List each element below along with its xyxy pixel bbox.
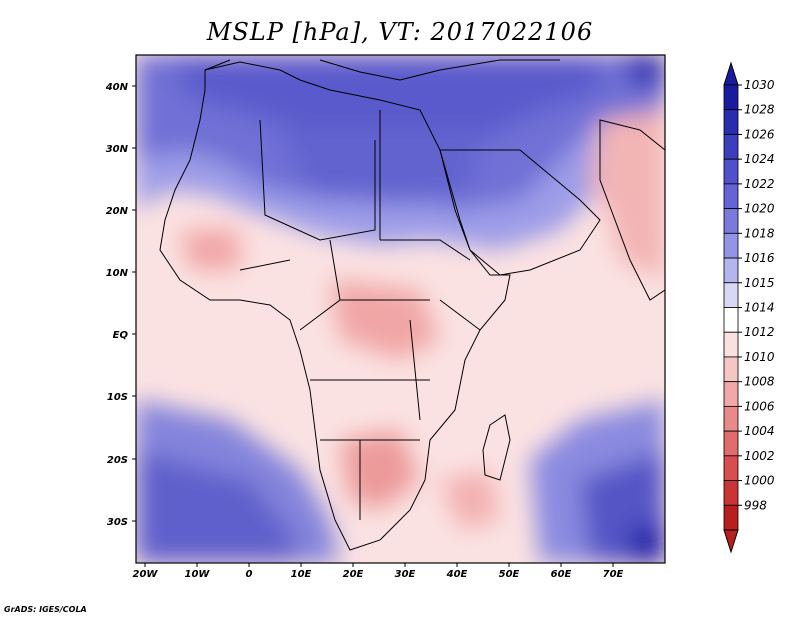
lon-label: 0 xyxy=(246,569,253,580)
colorbar-swatch xyxy=(723,257,739,284)
colorbar-swatch xyxy=(723,307,739,333)
lat-label: EQ xyxy=(113,330,129,341)
colorbar-swatch xyxy=(723,158,739,185)
colorbar-swatch xyxy=(723,381,739,407)
lon-label: 40E xyxy=(446,569,468,580)
colorbar-label: 1024 xyxy=(744,152,775,166)
colorbar-label: 1004 xyxy=(744,424,775,438)
map-title: MSLP [hPa], VT: 2017022106 xyxy=(206,18,594,46)
lon-label: 30E xyxy=(395,569,416,580)
colorbar-label: 1008 xyxy=(744,375,775,389)
lat-label: 10N xyxy=(106,268,129,279)
lat-label: 20S xyxy=(107,455,128,466)
colorbar-swatch xyxy=(723,109,739,135)
lon-label: 20E xyxy=(343,569,364,580)
lat-label: 40N xyxy=(105,82,129,93)
lon-label: 10W xyxy=(185,569,211,580)
colorbar-swatch xyxy=(723,183,739,210)
colorbar-label: 998 xyxy=(744,498,767,512)
colorbar-swatch xyxy=(723,331,739,358)
colorbar-swatch xyxy=(723,455,739,481)
lon-label: 60E xyxy=(551,569,572,580)
colorbar-swatch xyxy=(723,480,739,506)
colorbar-swatch xyxy=(723,356,739,383)
colorbar-label: 1020 xyxy=(744,202,775,216)
map-frame xyxy=(135,54,666,564)
colorbar-label: 1014 xyxy=(744,301,775,315)
colorbar-label: 1028 xyxy=(744,103,775,117)
lon-label: 70E xyxy=(603,569,624,580)
colorbar-label: 1002 xyxy=(744,449,775,463)
colorbar-label: 1012 xyxy=(744,325,775,339)
colorbar-label: 1010 xyxy=(744,350,775,364)
colorbar-label: 1018 xyxy=(744,226,775,240)
axis-ticks xyxy=(132,85,614,567)
colorbar-label: 1026 xyxy=(744,127,775,141)
lat-label: 10S xyxy=(107,392,128,403)
colorbar-swatch xyxy=(723,405,739,432)
colorbar-swatch xyxy=(723,84,739,111)
colorbar-swatch xyxy=(723,134,739,160)
lat-label: 30S xyxy=(107,517,128,528)
colorbar-label: 1022 xyxy=(744,177,775,191)
colorbar-swatch xyxy=(723,282,739,308)
credit-text: GrADS: IGES/COLA xyxy=(4,605,87,614)
colorbar-label: 1016 xyxy=(744,251,775,265)
colorbar-swatch xyxy=(723,208,739,234)
colorbar-swatch xyxy=(723,504,739,531)
colorbar-swatch xyxy=(723,232,739,259)
lon-label: 50E xyxy=(499,569,520,580)
lat-label: 20N xyxy=(106,206,129,217)
colorbar: 1030 1028 1026 1024 1022 1020 1018 1016 1015 1014… xyxy=(723,61,775,554)
colorbar-swatch xyxy=(723,430,739,457)
colorbar-label: 1000 xyxy=(744,474,775,488)
lon-label: 20W xyxy=(133,569,159,580)
pressure-field xyxy=(136,55,665,563)
coastlines xyxy=(159,59,665,551)
colorbar-label: 1030 xyxy=(744,78,775,92)
lon-label: 10E xyxy=(291,569,312,580)
colorbar-label: 1015 xyxy=(744,276,775,290)
colorbar-label: 1006 xyxy=(744,399,775,413)
colorbar-arrow-top xyxy=(723,61,739,86)
lat-label: 30N xyxy=(106,144,129,155)
colorbar-arrow-bottom xyxy=(723,529,739,554)
